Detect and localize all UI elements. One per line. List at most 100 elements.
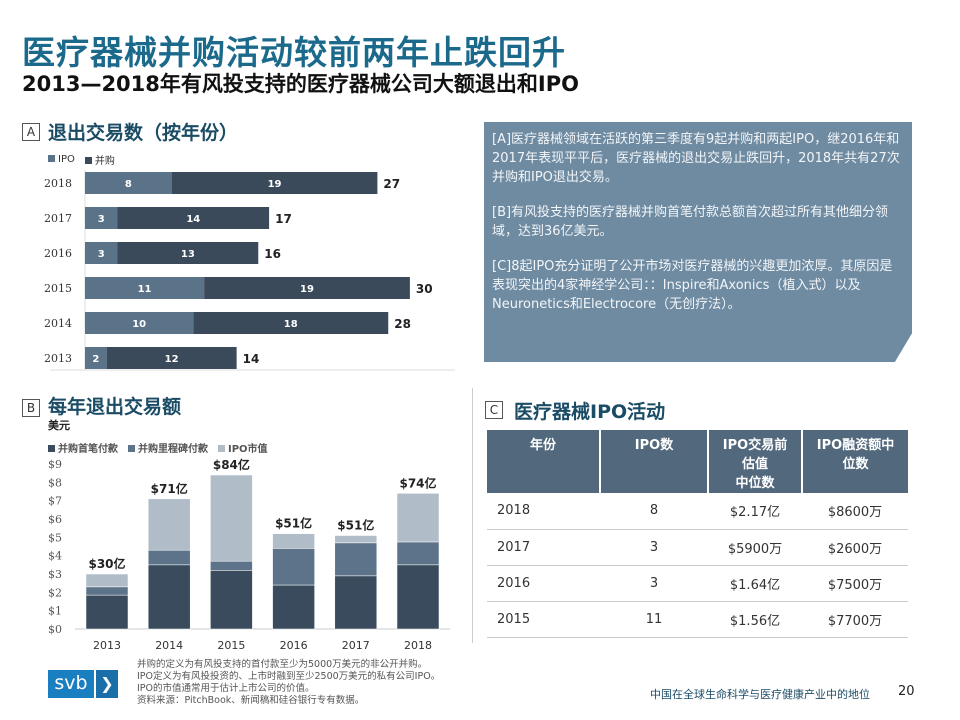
footnotes: 并购的定义为有风投支持的首付款至少为5000万美元的非公开并购。 IPO定义为有… [137, 659, 440, 707]
bar-value: 13 [181, 249, 195, 260]
page-subtitle: 2013—2018年有风投支持的医疗器械公司大额退出和IPO [22, 72, 579, 96]
x-tick-label: 2015 [217, 639, 245, 652]
bar-segment [85, 586, 129, 596]
chevron-right-icon: ❯ [96, 670, 118, 698]
bar-segment [85, 347, 107, 369]
bar-value: 19 [300, 284, 314, 295]
col-ipo-count: IPO数 [600, 430, 709, 493]
chart-b: $0 $1 $2 $3 $4 $5 $6 $7 $8 $9 $30亿 2013 $71亿 2014 $84亿… [48, 457, 450, 652]
x-tick-label: 2016 [280, 639, 308, 652]
bar-segment [85, 573, 129, 588]
bar-value: 2 [92, 354, 99, 365]
bar-segment [117, 207, 270, 229]
footnote: IPO的市值通常用于估计上市公司的价值。 [137, 683, 315, 694]
bar-total: 28 [394, 317, 411, 331]
bar-total: 30 [416, 282, 433, 296]
bar-segment [193, 312, 389, 334]
table-cell: 2016 [487, 565, 600, 602]
y-tick-label: $8 [48, 476, 62, 489]
bar-total: $51亿 [275, 516, 312, 531]
table-cell: $2600万 [802, 529, 908, 566]
chart-a-legend: IPO 并购 [48, 152, 115, 167]
logo-text: svb [48, 670, 94, 698]
bar-segment [171, 172, 378, 194]
legend-ma: 并购 [84, 152, 115, 167]
table-cell: $7500万 [802, 565, 908, 602]
year-label: 2014 [44, 317, 72, 330]
table-cell: $1.64亿 [708, 565, 802, 602]
table-row: 2018 8 $2.17亿 $8600万 [487, 493, 908, 530]
bar-value: 8 [125, 179, 132, 190]
bar-segment [147, 498, 191, 551]
footer-text: 中国在全球生命科学与医疗健康产业中的地位 [650, 688, 870, 701]
footnote: 并购的定义为有风投支持的首付款至少为5000万美元的非公开并购。 [137, 659, 428, 670]
x-tick-label: 2017 [342, 639, 370, 652]
year-label: 2015 [44, 282, 72, 295]
x-tick-label: 2018 [404, 639, 432, 652]
table-cell: $2.17亿 [708, 493, 802, 530]
bar-total: 14 [243, 352, 260, 366]
footnote: 资料来源：PitchBook、新闻稿和硅谷银行专有数据。 [137, 695, 365, 706]
bar-total: $74亿 [399, 475, 436, 490]
ipo-table: 年份 IPO数 IPO交易前 估值 中位数 IPO融资额中 位数 2018 8 $2… [487, 430, 908, 638]
bar-value: 10 [132, 319, 146, 330]
bar-segment [85, 594, 129, 630]
col-raised: IPO融资额中 位数 [802, 430, 908, 493]
section-c-letter: C [485, 401, 503, 419]
svb-logo: svb ❯ [48, 670, 118, 698]
section-a-title: 退出交易数（按年份） [48, 122, 239, 144]
bar-segment [334, 535, 378, 544]
bar-value: 18 [284, 319, 298, 330]
y-tick-label: $5 [48, 531, 62, 544]
x-tick-label: 2013 [93, 639, 121, 652]
bar-total: 16 [264, 247, 281, 261]
bar-segment [147, 549, 191, 566]
legend-milestone: 并购里程碑付款 [128, 440, 208, 455]
insight-b: [B]有风投支持的医疗器械并购首笔付款总额首次超过所有其他细分领域，达到36亿美… [492, 205, 889, 239]
table-cell: 2015 [487, 601, 600, 638]
bar-segment [272, 548, 315, 586]
bar-segment [210, 570, 253, 630]
y-tick-label: $4 [48, 550, 62, 563]
page-title: 医疗器械并购活动较前两年止跌回升 [22, 33, 566, 72]
bar-total: $30亿 [88, 556, 125, 571]
bar-total: $84亿 [213, 457, 250, 472]
section-a-letter: A [22, 123, 40, 141]
table-cell: 3 [600, 565, 708, 602]
bar-segment [334, 542, 378, 577]
year-label: 2016 [44, 247, 72, 260]
y-tick-label: $1 [48, 605, 62, 618]
bar-total: 27 [383, 177, 400, 191]
bar-segment [147, 564, 191, 630]
bar-total: $51亿 [337, 518, 374, 533]
col-year: 年份 [487, 430, 601, 493]
chart-b-legend: 并购首笔付款 并购里程碑付款 IPO市值 [48, 440, 268, 455]
table-cell: 11 [600, 601, 708, 638]
bar-segment [85, 207, 118, 229]
table-cell: 8 [600, 493, 708, 530]
bar-value: 14 [186, 214, 200, 225]
section-c-title: 医疗器械IPO活动 [514, 401, 666, 423]
page-number: 20 [898, 684, 915, 699]
table-row: 2015 11 $1.56亿 $7700万 [487, 601, 908, 638]
bar-value: 3 [98, 214, 105, 225]
bar-total: 17 [275, 212, 292, 226]
bar-segment [117, 242, 259, 264]
table-cell: $8600万 [802, 493, 908, 530]
bar-segment [85, 277, 205, 299]
table-cell: 2017 [487, 529, 600, 566]
divider [472, 388, 473, 643]
col-pre-valuation: IPO交易前 估值 中位数 [708, 430, 803, 493]
table-cell: $7700万 [802, 601, 908, 638]
bar-segment [210, 474, 253, 562]
insights-box: [A]医疗器械领域在活跃的第三季度有9起并购和两起IPO，继2016年和2017… [484, 122, 912, 362]
bar-segment [272, 584, 315, 630]
table-cell: 3 [600, 529, 708, 566]
bar-segment [85, 312, 194, 334]
section-b-letter: B [22, 399, 40, 417]
legend-first-payment: 并购首笔付款 [48, 440, 118, 455]
section-b-title: 每年退出交易额 [48, 396, 182, 418]
bar-segment [85, 242, 118, 264]
bar-segment [396, 541, 440, 566]
bar-segment [204, 277, 410, 299]
